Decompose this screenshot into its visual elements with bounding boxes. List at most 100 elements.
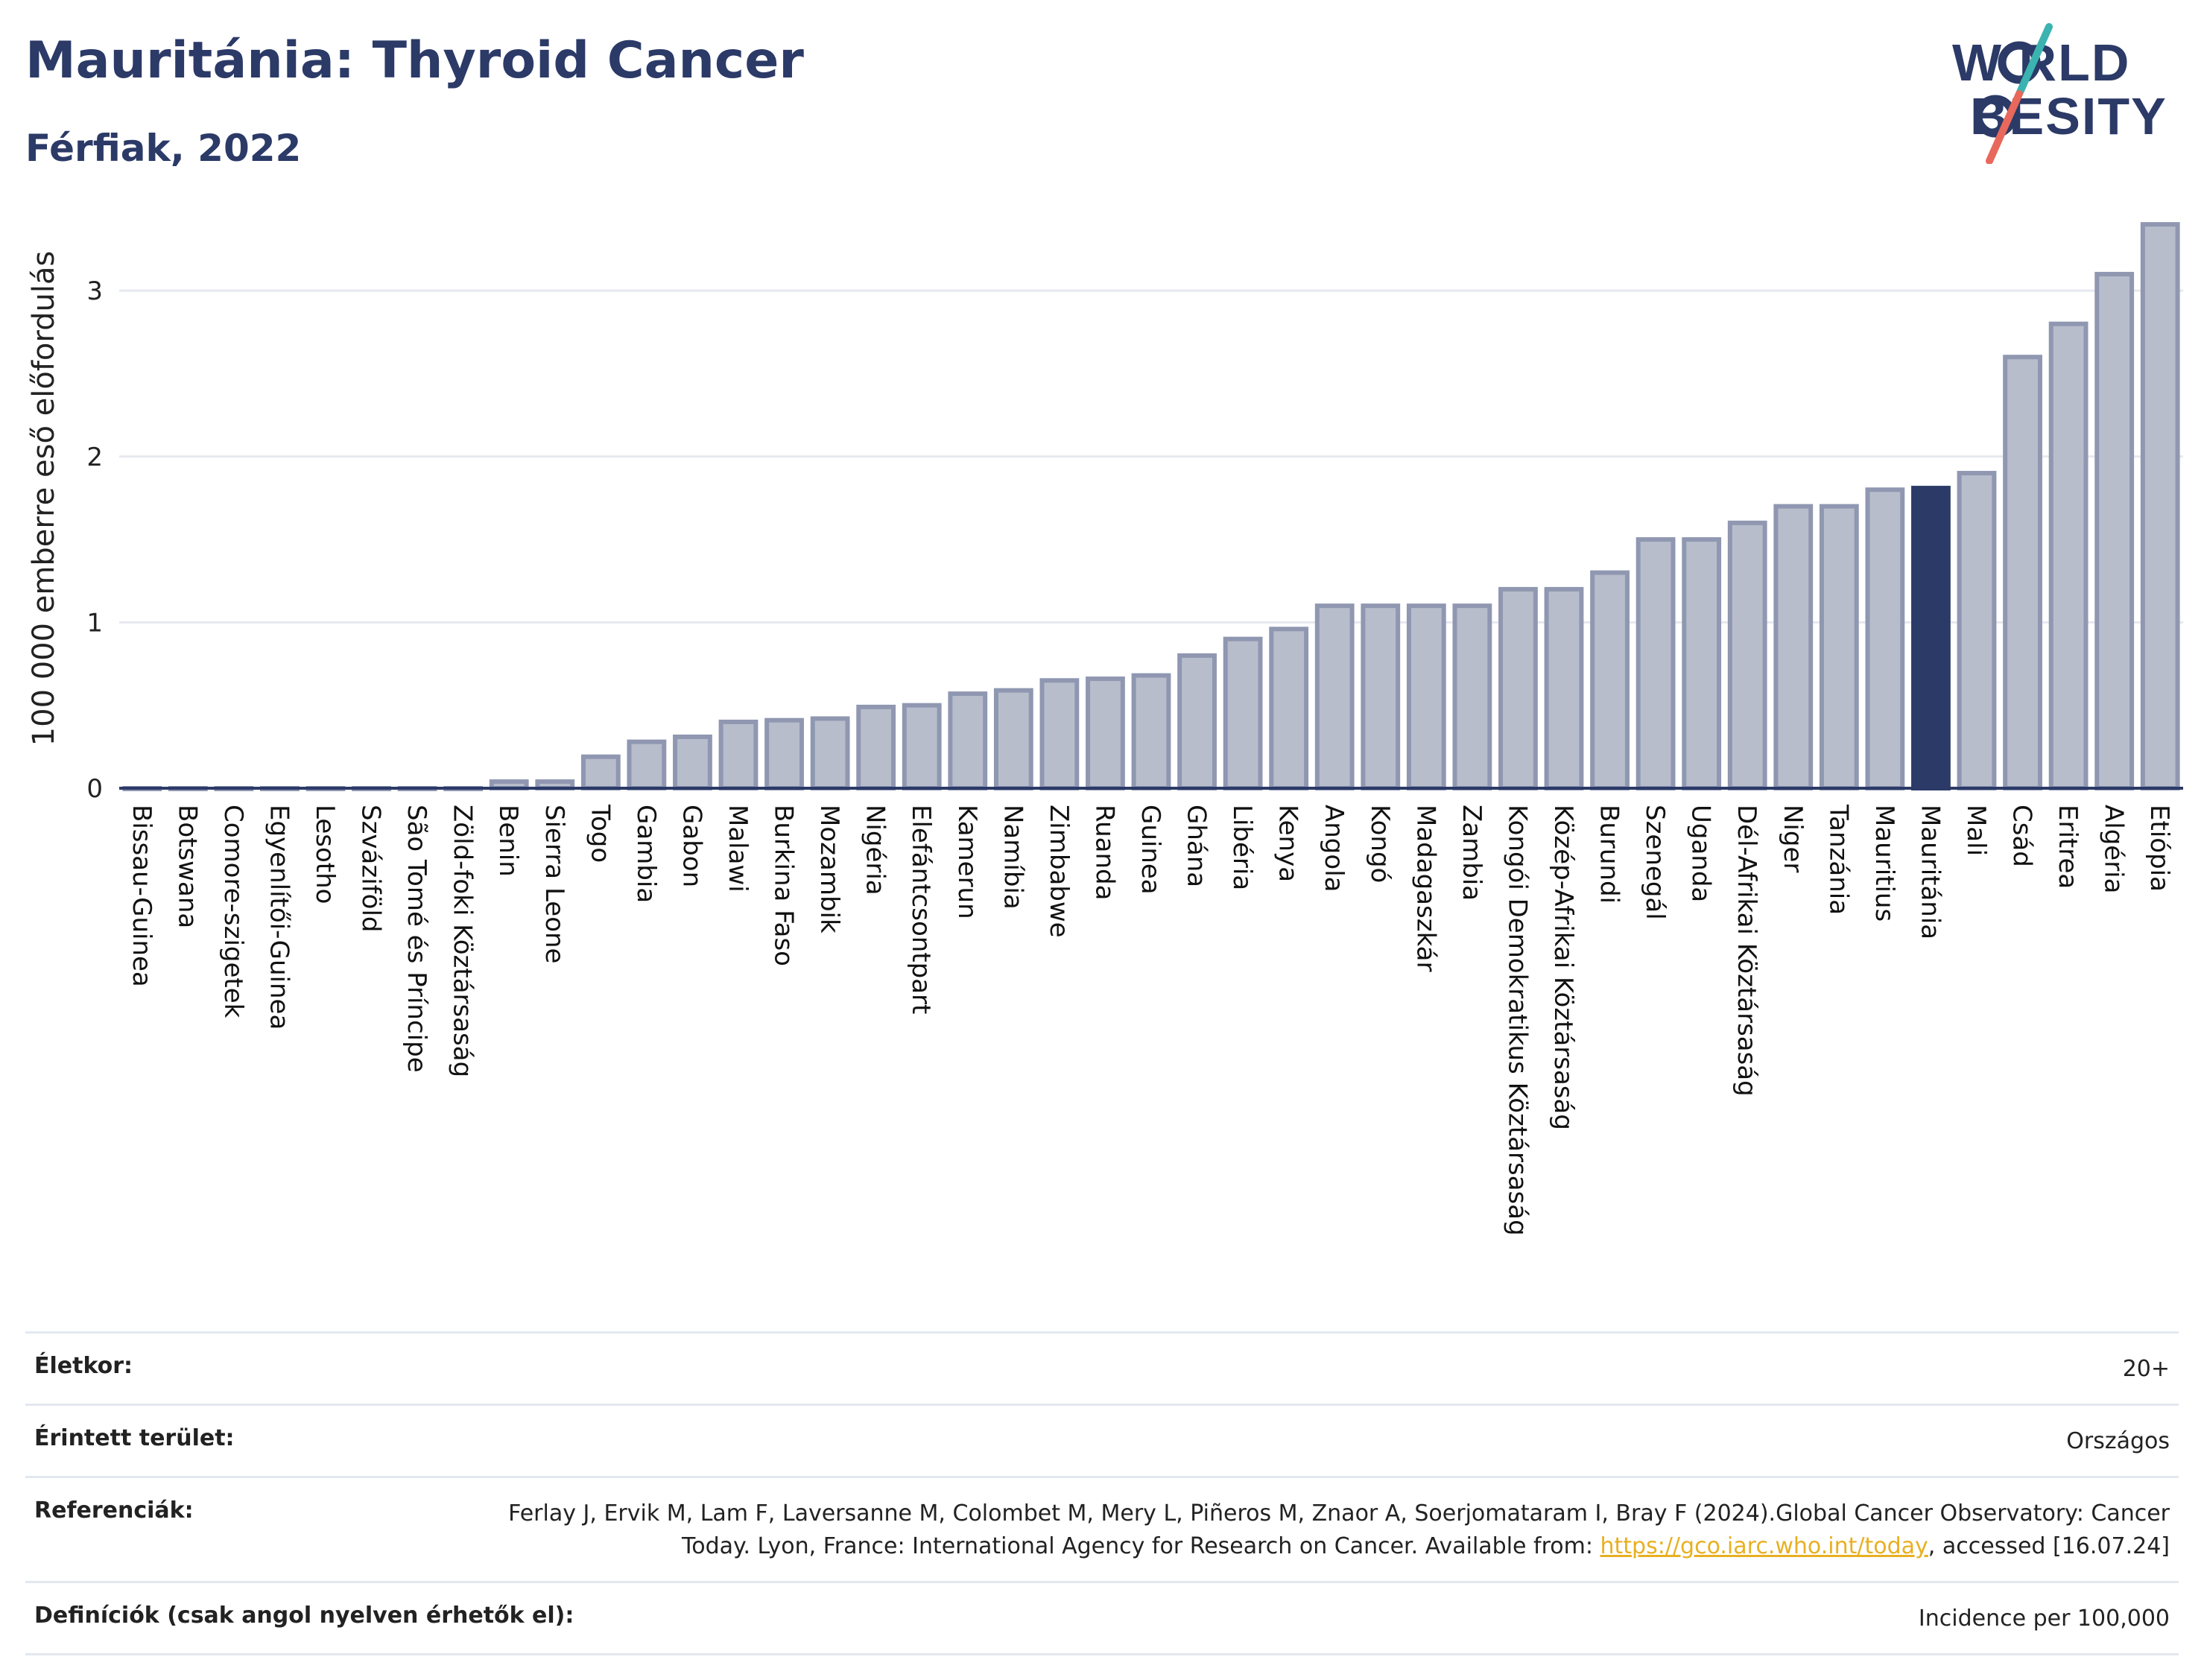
x-tick-label: Libéria bbox=[1227, 805, 1257, 890]
x-tick-label: Nigéria bbox=[861, 805, 890, 896]
bar bbox=[2003, 355, 2042, 790]
bar bbox=[1086, 676, 1125, 790]
bar bbox=[718, 719, 759, 791]
page-subtitle: Férfiak, 2022 bbox=[25, 127, 302, 170]
x-tick-label: Benin bbox=[493, 805, 523, 877]
bar bbox=[2094, 271, 2135, 791]
x-tick-label: Burundi bbox=[1595, 805, 1624, 904]
bar bbox=[1039, 678, 1080, 790]
bar-chart: 0 1 2 3 100 000 emberre eső előfordulás Bissa… bbox=[27, 222, 2183, 1236]
x-tick-label: Madagaszkár bbox=[1410, 805, 1440, 971]
references-tail: , accessed [16.07.24] bbox=[1928, 1533, 2170, 1559]
x-tick-label: Niger bbox=[1778, 805, 1808, 872]
x-tick-label: Sierra Leone bbox=[539, 805, 569, 963]
y-tick-label: 1 bbox=[86, 608, 103, 638]
bar bbox=[673, 734, 712, 791]
x-tick-label: Uganda bbox=[1686, 805, 1716, 902]
world-obesity-logo: W RLD BESITY bbox=[1952, 23, 2166, 164]
bar bbox=[2048, 321, 2089, 790]
meta-row-age: Életkor: 20+ bbox=[25, 1331, 2179, 1404]
x-tick-label: Tanzánia bbox=[1823, 804, 1853, 915]
area-value: Országos bbox=[2066, 1428, 2170, 1454]
y-tick-label: 0 bbox=[86, 774, 103, 804]
meta-row-area: Érintett terület: Országos bbox=[25, 1404, 2179, 1476]
x-tick-label: Közép-Afrikai Köztársaság bbox=[1548, 805, 1578, 1130]
x-tick-label: Mozambik bbox=[814, 805, 844, 933]
bar bbox=[1406, 603, 1446, 790]
bar bbox=[1131, 673, 1171, 791]
definitions-value: Incidence per 100,000 bbox=[1918, 1605, 2170, 1632]
x-tick-label: Kenya bbox=[1273, 805, 1303, 882]
definitions-label: Definíciók (csak angol nyelven érhetők e… bbox=[34, 1603, 574, 1629]
page-title: Mauritánia: Thyroid Cancer bbox=[25, 31, 804, 90]
bar bbox=[1957, 471, 1997, 790]
bar bbox=[580, 754, 621, 790]
bar bbox=[948, 691, 988, 790]
bar bbox=[2140, 222, 2180, 790]
x-tick-label: Comore-szigetek bbox=[218, 805, 248, 1018]
x-tick-label: Guinea bbox=[1136, 805, 1165, 895]
bar bbox=[1269, 627, 1309, 790]
references-value: Ferlay J, Ervik M, Lam F, Laversanne M, … bbox=[456, 1497, 2170, 1563]
x-tick-label: Etiópia bbox=[2144, 805, 2174, 892]
bar bbox=[1865, 487, 1905, 790]
metadata-table: Életkor: 20+ Érintett terület: Országos … bbox=[25, 1331, 2179, 1655]
bar bbox=[1314, 603, 1355, 790]
x-tick-label: Mauritius bbox=[1869, 805, 1899, 922]
x-tick-label: Algéria bbox=[2099, 805, 2129, 893]
bar bbox=[856, 704, 896, 791]
bar bbox=[1544, 586, 1584, 790]
bar bbox=[1452, 603, 1492, 790]
area-label: Érintett terület: bbox=[34, 1425, 235, 1451]
x-tick-label: Angola bbox=[1319, 805, 1349, 892]
x-tick-label: Ghána bbox=[1182, 805, 1212, 887]
bar bbox=[1727, 520, 1767, 791]
bar bbox=[993, 688, 1033, 791]
bar bbox=[1819, 504, 1859, 791]
bar bbox=[627, 739, 667, 790]
age-value: 20+ bbox=[2122, 1356, 2170, 1382]
x-tick-label: Burkina Faso bbox=[769, 805, 799, 966]
x-tick-label: Namíbia bbox=[998, 805, 1027, 910]
x-tick-label: Zambia bbox=[1457, 805, 1486, 901]
bar bbox=[1635, 537, 1676, 791]
x-tick-label: Csád bbox=[2007, 805, 2037, 867]
references-text: Ferlay J, Ervik M, Lam F, Laversanne M, … bbox=[508, 1500, 2170, 1559]
meta-row-definitions: Definíciók (csak angol nyelven érhetők e… bbox=[25, 1581, 2179, 1655]
y-tick-label: 3 bbox=[86, 276, 103, 306]
x-tick-label: Eritrea bbox=[2053, 805, 2083, 889]
x-tick-label: Gambia bbox=[631, 805, 661, 903]
bar bbox=[1773, 504, 1814, 791]
bar bbox=[1361, 603, 1401, 790]
x-tick-label: Mali bbox=[1961, 805, 1991, 856]
meta-row-references: Referenciák: Ferlay J, Ervik M, Lam F, L… bbox=[25, 1476, 2179, 1581]
bar bbox=[1911, 486, 1951, 790]
x-tick-label: Szváziföld bbox=[356, 805, 386, 932]
age-label: Életkor: bbox=[34, 1353, 133, 1379]
x-tick-label: Botswana bbox=[172, 805, 202, 928]
x-tick-label: Lesotho bbox=[310, 805, 340, 904]
bar bbox=[1590, 570, 1630, 790]
bar bbox=[810, 716, 850, 790]
x-tick-label: Kamerun bbox=[952, 805, 982, 919]
bar bbox=[902, 703, 942, 791]
bar bbox=[1498, 586, 1538, 790]
references-label: Referenciák: bbox=[34, 1497, 194, 1524]
x-tick-label: Kongó bbox=[1365, 805, 1395, 883]
x-tick-label: Egyenlítői-Guinea bbox=[264, 805, 294, 1030]
bar bbox=[1682, 537, 1722, 791]
x-tick-label: Elefántcsontpart bbox=[906, 805, 936, 1014]
x-tick-label: Ruanda bbox=[1089, 805, 1119, 900]
x-tick-label: Malawi bbox=[723, 805, 753, 893]
x-tick-label: Szenegál bbox=[1640, 805, 1670, 920]
x-tick-label: Gabon bbox=[677, 805, 706, 887]
references-link[interactable]: https://gco.iarc.who.int/today bbox=[1600, 1533, 1928, 1559]
x-tick-label: Zöld-foki Köztársaság bbox=[448, 805, 478, 1077]
x-tick-label: Zimbabwe bbox=[1044, 805, 1074, 938]
y-tick-label: 2 bbox=[86, 443, 103, 472]
x-tick-label: Togo bbox=[585, 804, 615, 863]
x-tick-label: Kongói Demokratikus Köztársaság bbox=[1502, 805, 1532, 1236]
x-tick-label: Bissau-Guinea bbox=[127, 805, 156, 987]
x-tick-label: São Tomé és Príncipe bbox=[402, 805, 431, 1073]
bar bbox=[1223, 636, 1263, 790]
